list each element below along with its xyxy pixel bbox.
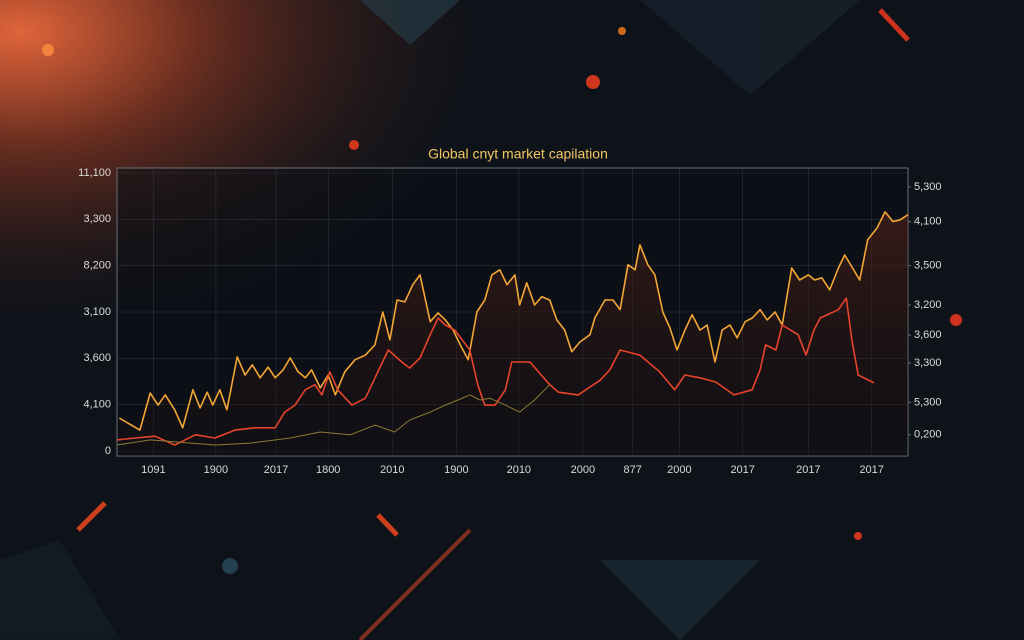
x-tick-label: 2010 <box>507 464 531 476</box>
y2-tick-label: 3,600 <box>914 329 942 341</box>
area <box>119 211 909 456</box>
y-tick-label: 3,300 <box>83 213 111 225</box>
x-tick-label: 1900 <box>204 464 228 476</box>
y2-tick-label: 3,500 <box>914 260 942 272</box>
x-tick-label: 2000 <box>667 464 691 476</box>
x-tick-label: 2017 <box>730 464 754 476</box>
line <box>118 211 909 431</box>
x-tick-label: 1800 <box>316 464 340 476</box>
y-tick-label: 8,200 <box>83 260 111 272</box>
y2-tick-label: 3,200 <box>914 299 942 311</box>
y2-tick-label: 5,300 <box>914 181 942 193</box>
x-tick-label: 1091 <box>141 464 165 476</box>
marks <box>116 211 909 456</box>
x-tick-label: 1900 <box>444 464 468 476</box>
chart-title: Global cnyt market capilation <box>428 146 608 162</box>
y2-tick-label: 0,200 <box>914 429 942 441</box>
y-tick-label: 3,600 <box>83 352 111 364</box>
y-tick-label: 4,100 <box>83 399 111 411</box>
labels: 0 4,100 3,600 3,100 8,200 3,300 11,100 0,200 5,3… <box>78 167 941 476</box>
y2-tick-label: 4,100 <box>914 216 942 228</box>
y2-tick-label: 5,300 <box>914 396 942 408</box>
y2-tick-label: 3,300 <box>914 357 942 369</box>
y-tick-label: 3,100 <box>83 306 111 318</box>
x-tick-label: 2017 <box>859 464 883 476</box>
x-tick-label: 2017 <box>264 464 288 476</box>
line <box>116 297 875 446</box>
x-tick-label: 877 <box>624 464 642 476</box>
y-tick-label: 11,100 <box>78 167 111 179</box>
line <box>116 384 551 446</box>
x-tick-label: 2017 <box>796 464 820 476</box>
decoration <box>42 0 962 640</box>
x-tick-label: 2000 <box>571 464 595 476</box>
x-tick-label: 2010 <box>380 464 404 476</box>
y-tick-label: 0 <box>105 445 111 457</box>
